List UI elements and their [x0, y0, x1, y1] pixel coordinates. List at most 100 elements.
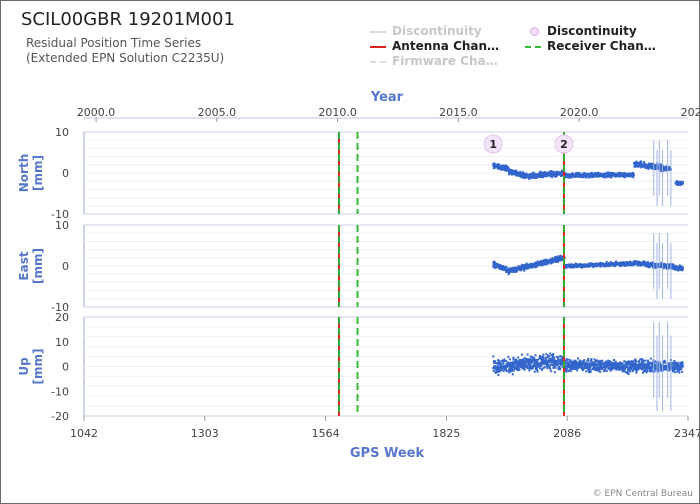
data-point [681, 361, 684, 364]
data-point [521, 367, 524, 370]
data-point [675, 362, 678, 365]
data-point [676, 180, 679, 183]
data-point [535, 265, 538, 268]
data-point [575, 362, 578, 365]
data-point [586, 364, 589, 367]
legend-firmware-change[interactable]: Firmware Cha… [370, 54, 498, 68]
y-tick-label: -20 [51, 410, 69, 423]
legend-discontinuity-circle[interactable]: Discontinuity [530, 24, 637, 38]
data-point [511, 369, 514, 372]
data-point [576, 369, 579, 372]
data-point [567, 361, 570, 364]
data-point [508, 173, 511, 176]
data-point [626, 370, 629, 373]
data-point [517, 366, 520, 369]
data-point [671, 361, 674, 364]
data-point [655, 365, 658, 368]
data-point [548, 360, 551, 363]
data-point [633, 359, 636, 362]
data-point [601, 359, 604, 362]
data-point [507, 167, 510, 170]
data-point [549, 368, 552, 371]
data-point [635, 359, 638, 362]
data-point [673, 360, 676, 363]
data-point [554, 359, 557, 362]
data-point [621, 370, 624, 373]
data-point [527, 361, 530, 364]
data-point [559, 259, 562, 262]
data-point [518, 360, 521, 363]
data-point [529, 176, 532, 179]
data-point [583, 359, 586, 362]
data-point [505, 164, 508, 167]
data-point [520, 361, 523, 364]
bottom-axis-tick-label: 1825 [432, 427, 460, 440]
data-point [612, 171, 615, 174]
legend-receiver-change[interactable]: Receiver Chan… [525, 39, 656, 53]
data-point [553, 371, 556, 374]
data-point [522, 265, 525, 268]
data-point [592, 266, 595, 269]
data-point [654, 360, 657, 363]
data-point [536, 368, 539, 371]
legend-discontinuity-line[interactable]: Discontinuity [370, 24, 482, 38]
data-point [651, 366, 654, 369]
data-point [542, 353, 545, 356]
data-point [633, 366, 636, 369]
data-point [657, 167, 660, 170]
data-point [526, 365, 529, 368]
data-point [605, 366, 608, 369]
data-point [507, 369, 510, 372]
data-point [606, 363, 609, 366]
data-point [511, 365, 514, 368]
data-point [602, 366, 605, 369]
data-point [660, 364, 663, 367]
data-point [659, 169, 662, 172]
data-point [554, 366, 557, 369]
data-point [539, 170, 542, 173]
data-point [634, 361, 637, 364]
data-point [571, 367, 574, 370]
data-point [640, 361, 643, 364]
data-point [509, 365, 512, 368]
data-point [610, 361, 613, 364]
data-point [624, 367, 627, 370]
data-point [554, 255, 557, 258]
y-axis-label-line: East [17, 251, 31, 280]
data-point [509, 368, 512, 371]
data-point [608, 361, 611, 364]
data-point [650, 366, 653, 369]
data-point [510, 267, 513, 270]
data-point [609, 368, 612, 371]
data-point [556, 260, 559, 263]
legend-antenna-change[interactable]: Antenna Chan… [370, 39, 499, 53]
data-point [566, 361, 569, 364]
data-point [585, 370, 588, 373]
data-point [515, 358, 518, 361]
data-point [557, 359, 560, 362]
data-point [497, 374, 500, 377]
data-point [552, 366, 555, 369]
data-point [635, 160, 638, 163]
data-point [552, 359, 555, 362]
data-point [667, 169, 670, 172]
data-point [625, 371, 628, 374]
data-point [650, 368, 653, 371]
data-point [619, 365, 622, 368]
y-axis-label: North[mm] [17, 154, 45, 192]
data-point [596, 363, 599, 366]
data-point [649, 362, 652, 365]
legend-swatch-firmware [370, 61, 386, 63]
data-point [530, 361, 533, 364]
data-point [557, 259, 560, 262]
data-point [551, 258, 554, 261]
data-point [672, 268, 675, 271]
data-point [647, 162, 650, 165]
top-axis-tick-label: 2005.0 [198, 106, 237, 119]
data-point [631, 369, 634, 372]
legend-swatch-circle [530, 27, 539, 36]
data-point [543, 366, 546, 369]
data-point [512, 369, 515, 372]
data-point [519, 359, 522, 362]
data-point [586, 362, 589, 365]
